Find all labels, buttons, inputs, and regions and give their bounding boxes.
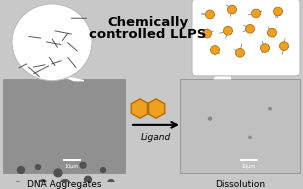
Text: Ligand: Ligand	[141, 132, 171, 142]
Circle shape	[268, 28, 277, 37]
Circle shape	[35, 165, 41, 170]
Circle shape	[274, 7, 282, 16]
Circle shape	[251, 9, 261, 18]
Circle shape	[245, 25, 255, 33]
Circle shape	[228, 5, 237, 14]
Circle shape	[108, 180, 114, 185]
Text: Dissolution: Dissolution	[215, 180, 265, 189]
Text: Chemically: Chemically	[108, 15, 188, 29]
Circle shape	[60, 180, 70, 189]
Circle shape	[235, 49, 245, 57]
Text: DNA Aggregates: DNA Aggregates	[27, 180, 101, 189]
Circle shape	[208, 117, 211, 120]
Circle shape	[18, 167, 25, 173]
Circle shape	[269, 108, 271, 110]
Circle shape	[211, 46, 219, 54]
Polygon shape	[147, 99, 165, 118]
Circle shape	[54, 169, 62, 177]
Circle shape	[14, 182, 22, 189]
Circle shape	[224, 26, 232, 35]
FancyBboxPatch shape	[240, 160, 258, 161]
Text: 10μm: 10μm	[65, 164, 79, 169]
Circle shape	[279, 42, 288, 50]
Circle shape	[249, 136, 251, 138]
Circle shape	[101, 168, 105, 172]
Circle shape	[261, 44, 269, 52]
Circle shape	[80, 162, 86, 168]
Text: 10μm: 10μm	[242, 164, 256, 169]
Polygon shape	[214, 70, 231, 79]
FancyBboxPatch shape	[3, 79, 125, 173]
Circle shape	[85, 176, 92, 183]
Circle shape	[12, 4, 92, 81]
Circle shape	[205, 10, 215, 19]
Circle shape	[202, 29, 211, 38]
FancyBboxPatch shape	[180, 79, 300, 173]
Circle shape	[40, 180, 46, 185]
Polygon shape	[131, 99, 149, 118]
FancyBboxPatch shape	[63, 160, 81, 161]
FancyBboxPatch shape	[192, 0, 300, 76]
Text: controlled LLPS: controlled LLPS	[89, 28, 207, 41]
Polygon shape	[62, 76, 84, 81]
